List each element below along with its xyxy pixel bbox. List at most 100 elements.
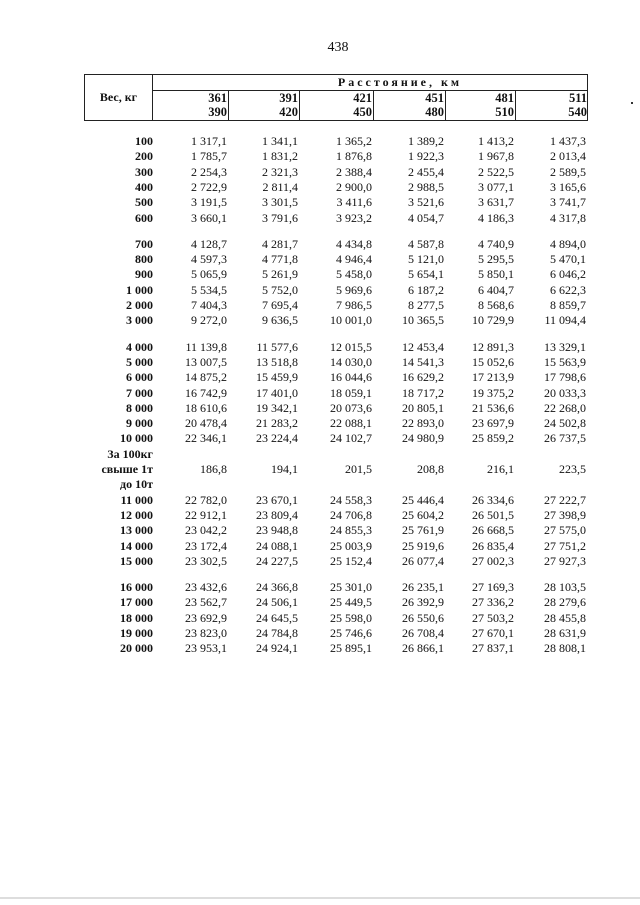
tariff-value: 14 875,2 [185, 370, 227, 385]
tariff-value: 23 224,4 [256, 431, 298, 446]
tariff-value: 4 597,3 [191, 252, 227, 267]
range-to: 540 [568, 105, 587, 119]
table-row: 19 000 23 823,0 24 784,8 25 746,6 26 708,4 27… [0, 626, 640, 641]
tariff-value: 4 186,3 [478, 210, 514, 225]
tariff-value: 26 334,6 [472, 492, 514, 507]
tariff-value: 23 953,1 [185, 641, 227, 656]
weight-label: 10 000 [120, 431, 153, 446]
tariff-value: 2 321,3 [262, 164, 298, 179]
table-row: 20 000 23 953,1 24 924,1 25 895,1 26 866,1 27… [0, 641, 640, 656]
tariff-value: 3 521,6 [408, 195, 444, 210]
tariff-value: 27 169,3 [472, 580, 514, 595]
tariff-value: 24 924,1 [256, 641, 298, 656]
distance-range-header: 361 390 [152, 91, 229, 120]
table-row: 11 000 22 782,0 23 670,1 24 558,3 25 446,4 26… [0, 493, 640, 508]
tariff-value: 1 437,3 [550, 134, 586, 148]
range-to: 390 [208, 105, 227, 119]
tariff-value: 25 746,6 [330, 626, 372, 640]
weight-label: 800 [135, 252, 153, 267]
weight-label: За 100кг [107, 446, 153, 461]
tariff-value: 24 102,7 [330, 431, 372, 446]
tariff-value: 1 831,2 [262, 149, 298, 164]
tariff-value: 20 805,1 [402, 400, 444, 415]
tariff-value: 24 366,8 [256, 580, 298, 595]
weight-label: 18 000 [120, 610, 153, 625]
tariff-value: 1 365,2 [336, 134, 372, 148]
range-from: 361 [208, 91, 227, 105]
range-from: 451 [425, 91, 444, 105]
tariff-value: 24 980,9 [402, 431, 444, 446]
tariff-value: 4 587,8 [408, 236, 444, 251]
weight-label: 8 000 [126, 400, 153, 415]
tariff-value: 25 604,2 [402, 507, 444, 522]
range-to: 420 [279, 105, 298, 119]
weight-column-header: Вес, кг [85, 75, 153, 120]
tariff-value: 21 536,6 [472, 400, 514, 415]
tariff-value: 11 577,6 [256, 339, 298, 354]
table-header: Вес, кг Расстояние, км 361 390 391 420 421 45… [84, 74, 588, 121]
tariff-value: 23 948,8 [256, 523, 298, 538]
tariff-value: 27 336,2 [472, 595, 514, 610]
tariff-value: 18 717,2 [402, 385, 444, 400]
tariff-value: 24 645,5 [256, 610, 298, 625]
tariff-value: 27 503,2 [472, 610, 514, 625]
tariff-value: 3 165,6 [550, 179, 586, 194]
tariff-value: 5 534,5 [191, 282, 227, 297]
tariff-value: 5 969,6 [336, 282, 372, 297]
tariff-value: 22 268,0 [544, 400, 586, 415]
tariff-value: 4 740,9 [478, 236, 514, 251]
table-row: 13 000 23 042,2 23 948,8 24 855,3 25 761,9 26… [0, 523, 640, 538]
tariff-value: 3 191,5 [191, 195, 227, 210]
tariff-value: 10 729,9 [472, 313, 514, 328]
tariff-value: 10 365,5 [402, 313, 444, 328]
tariff-value: 27 751,2 [544, 538, 586, 553]
tariff-value: 2 900,0 [336, 179, 372, 194]
range-from: 421 [353, 91, 372, 105]
tariff-value: 4 894,0 [550, 236, 586, 251]
tariff-value: 26 866,1 [402, 641, 444, 656]
tariff-value: 24 784,8 [256, 626, 298, 640]
tariff-value: 7 695,4 [262, 298, 298, 312]
tariff-value: 2 988,5 [408, 179, 444, 194]
tariff-value: 27 575,0 [544, 523, 586, 538]
tariff-value: 22 346,1 [185, 431, 227, 446]
table-row: 100 1 317,1 1 341,1 1 365,2 1 389,2 1 413,2 1 … [0, 134, 640, 149]
table-row: свыше 1т 186,8 194,1 201,5 208,8 216,1 223,5 [0, 462, 640, 477]
tariff-value: 22 782,0 [185, 492, 227, 507]
tariff-value: 25 919,6 [402, 538, 444, 553]
tariff-value: 14 030,0 [330, 354, 372, 369]
table-row: 17 000 23 562,7 24 506,1 25 449,5 26 392,9 27… [0, 595, 640, 610]
tariff-value: 2 013,4 [550, 149, 586, 164]
tariff-value: 18 610,6 [185, 400, 227, 415]
tariff-value: 27 398,9 [544, 507, 586, 522]
tariff-value: 1 876,8 [336, 149, 372, 164]
tariff-value: 25 895,1 [330, 641, 372, 656]
tariff-value: 24 088,1 [256, 538, 298, 553]
tariff-value: 26 235,1 [402, 580, 444, 595]
tariff-value: 208,8 [417, 462, 444, 476]
weight-label: 5 000 [126, 354, 153, 369]
tariff-value: 23 823,0 [185, 626, 227, 640]
table-row: 200 1 785,7 1 831,2 1 876,8 1 922,3 1 967,8 2 … [0, 149, 640, 164]
tariff-value: 27 927,3 [544, 553, 586, 568]
weight-label: 9 000 [126, 416, 153, 431]
distance-range-header: 511 540 [516, 91, 588, 120]
weight-label: 4 000 [126, 339, 153, 354]
tariff-value: 28 279,6 [544, 595, 586, 610]
tariff-value: 5 470,1 [550, 252, 586, 267]
tariff-value: 2 522,5 [478, 164, 514, 179]
tariff-value: 25 446,4 [402, 492, 444, 507]
weight-label: 600 [135, 210, 153, 225]
tariff-value: 25 598,0 [330, 610, 372, 625]
tariff-value: 26 392,9 [402, 595, 444, 610]
tariff-value: 15 563,9 [544, 354, 586, 369]
tariff-value: 22 893,0 [402, 416, 444, 431]
tariff-value: 14 541,3 [402, 354, 444, 369]
range-from: 511 [568, 91, 587, 105]
tariff-value: 18 059,1 [330, 385, 372, 400]
tariff-value: 23 302,5 [185, 553, 227, 568]
tariff-value: 27 002,3 [472, 553, 514, 568]
table-row: 1 000 5 534,5 5 752,0 5 969,6 6 187,2 6 404,7… [0, 283, 640, 298]
tariff-value: 2 388,4 [336, 164, 372, 179]
tariff-value: 24 855,3 [330, 523, 372, 538]
